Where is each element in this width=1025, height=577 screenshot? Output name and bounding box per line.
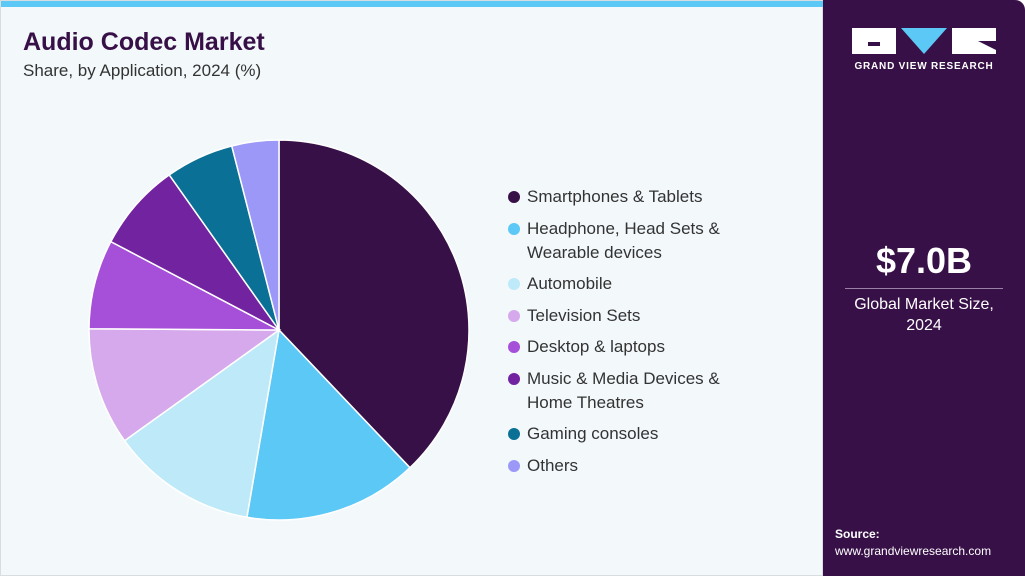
- legend-item: Desktop & laptops: [508, 335, 720, 359]
- market-size-value: $7.0B: [875, 240, 973, 281]
- legend-label: Automobile: [527, 272, 612, 296]
- market-size-label: Global Market Size, 2024: [823, 294, 1025, 336]
- gvr-logo: [852, 28, 996, 54]
- pie-slice-0: [278, 139, 470, 469]
- legend-label-line: Desktop & laptops: [527, 337, 665, 356]
- legend-label-line: Gaming consoles: [527, 424, 659, 443]
- legend-label-line: Television Sets: [527, 305, 641, 325]
- source: Source: www.grandviewresearch.com: [835, 526, 991, 560]
- legend-item: Automobile: [508, 272, 720, 296]
- legend-swatch: [508, 222, 520, 235]
- legend-label-line: Music & Media Devices &: [527, 368, 720, 388]
- chart-subtitle: Share, by Application, 2024 (%): [23, 61, 262, 80]
- legend-label-line: Home Theatres: [527, 392, 644, 412]
- legend-item: Headphone, Head Sets & Wearable devices: [508, 217, 720, 265]
- legend-item: Music & Media Devices & Home Theatres: [508, 367, 720, 415]
- accent-bar: [1, 1, 824, 7]
- chart-title: Audio Codec Market: [23, 28, 265, 56]
- legend-label: Gaming consoles: [527, 422, 658, 446]
- legend-swatch: [508, 372, 520, 385]
- brand-name: GRAND VIEW RESEARCH: [854, 61, 994, 72]
- market-size-label-line1: Global Market Size,: [854, 296, 994, 313]
- legend-swatch: [508, 341, 520, 353]
- legend-item: Television Sets: [508, 304, 720, 328]
- legend-label-line: Headphone, Head Sets &: [527, 218, 720, 238]
- legend-swatch: [508, 459, 520, 472]
- legend-swatch: [508, 191, 520, 203]
- legend-label: Music & Media Devices & Home Theatres: [527, 367, 720, 415]
- pie-slice-7: [230, 139, 280, 331]
- source-label: Source:: [835, 527, 880, 541]
- divider: [845, 288, 1003, 289]
- info-panel: GRAND VIEW RESEARCH $7.0B Global Market …: [823, 0, 1025, 576]
- legend-label-line: Smartphones & Tablets: [527, 187, 703, 206]
- legend-label: Television Sets: [527, 304, 640, 328]
- legend-item: Gaming consoles: [508, 422, 720, 446]
- source-link[interactable]: www.grandviewresearch.com: [835, 544, 992, 558]
- legend-label-line: Others: [527, 455, 579, 475]
- legend-swatch: [508, 428, 520, 440]
- pie-slice-3: [88, 328, 282, 442]
- pie-slice-1: [246, 328, 411, 521]
- chart-panel: Audio Codec Market Share, by Application…: [0, 0, 824, 576]
- legend-label: Desktop & laptops: [527, 335, 665, 359]
- legend-swatch: [508, 278, 520, 290]
- legend-item: Smartphones & Tablets: [508, 185, 720, 209]
- pie-slice-2: [123, 328, 281, 519]
- legend-label: Others: [527, 454, 578, 478]
- legend-item: Others: [508, 454, 720, 478]
- legend-label: Headphone, Head Sets & Wearable devices: [527, 217, 720, 265]
- legend-swatch: [508, 309, 520, 322]
- legend-label-line: Wearable devices: [527, 242, 662, 262]
- market-size-label-line2: 2024: [906, 317, 942, 334]
- pie-chart: [88, 139, 470, 521]
- legend-label: Smartphones & Tablets: [527, 185, 702, 209]
- legend-label-line: Automobile: [527, 274, 613, 293]
- legend: Smartphones & Tablets Headphone, Head Set…: [508, 185, 720, 485]
